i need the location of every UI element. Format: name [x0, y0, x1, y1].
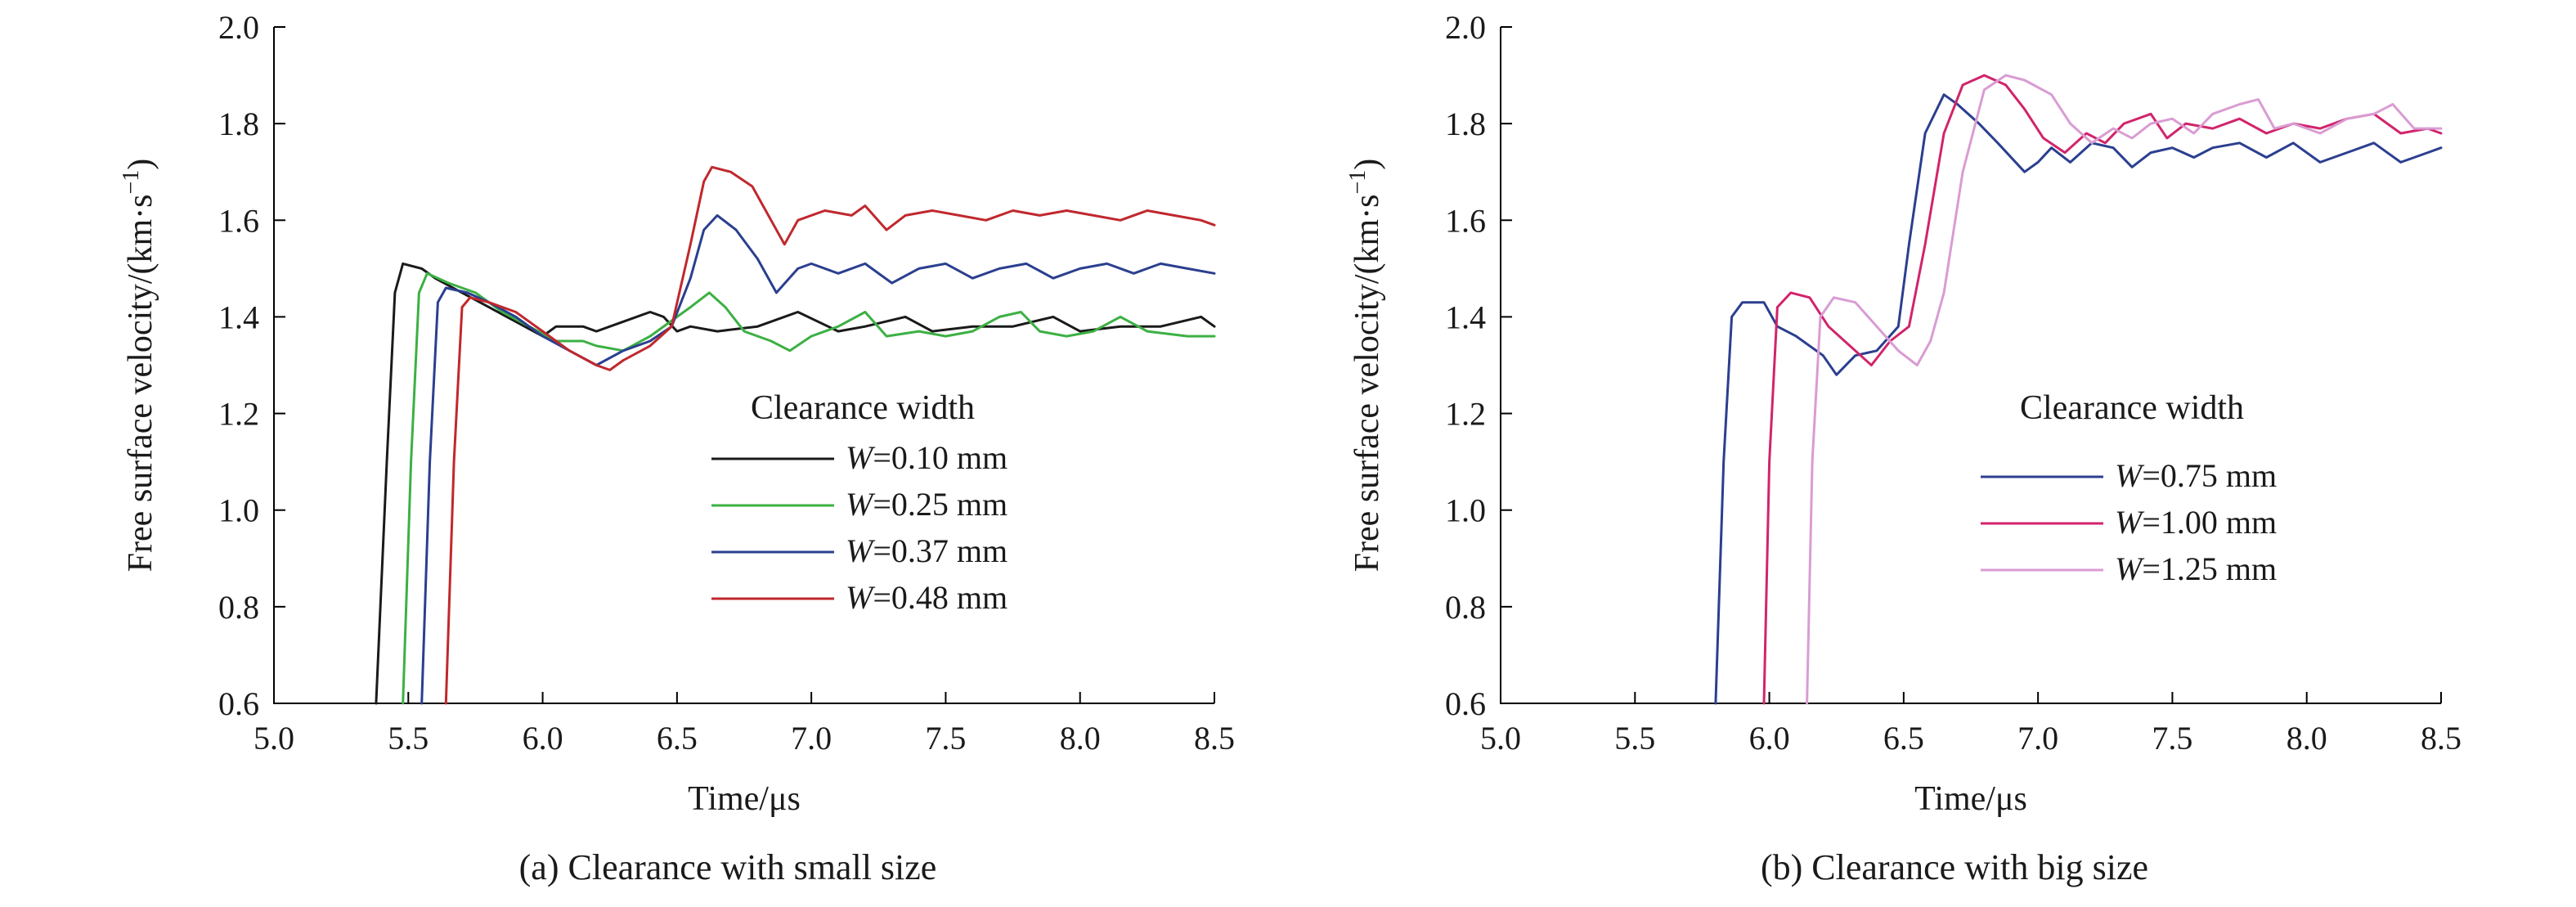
- chart-panel-b: 5.0 5.5 6.0 6.5 7.0 7.5 8.0 8.5 0.6 0.8 1.0 1.2 1.4 1…: [1345, 9, 2462, 887]
- y-tick-label: 1.2: [218, 396, 259, 433]
- x-tick-label: 5.5: [388, 720, 429, 757]
- y-axis-title-main: Free surface velocity/(km·s: [1349, 194, 1386, 572]
- series-line-4: [444, 165, 1216, 705]
- y-tick-label: 1.6: [218, 202, 259, 239]
- x-tick-label: 6.0: [523, 720, 563, 757]
- y-tick-label: 0.8: [218, 589, 259, 626]
- y-tick-label: 0.8: [1445, 589, 1486, 626]
- y-tick-label: 1.0: [1445, 492, 1486, 529]
- x-tick-label: 6.5: [657, 720, 698, 757]
- series-line-2: [1762, 74, 2443, 705]
- y-tick-label: 1.8: [218, 106, 259, 142]
- legend-value: =0.75 mm: [2142, 457, 2277, 494]
- legend-label: W=0.48 mm: [846, 579, 1008, 616]
- legend-variable: W: [846, 439, 876, 476]
- legend-variable: W: [846, 486, 876, 523]
- x-tick-label: 8.0: [2287, 720, 2327, 757]
- y-axis-title-main: Free surface velocity/(km·s: [122, 194, 159, 572]
- panel-caption: (a) Clearance with small size: [519, 847, 937, 887]
- legend-title: Clearance width: [751, 389, 975, 427]
- y-tick-label: 1.0: [218, 492, 259, 529]
- series-line-2: [402, 272, 1216, 705]
- y-axis-title-tail: ): [122, 159, 159, 170]
- legend-variable: W: [2115, 550, 2145, 587]
- x-tick-label: 8.5: [2421, 720, 2462, 757]
- legend-value: =1.25 mm: [2142, 550, 2277, 587]
- legend-variable: W: [2115, 504, 2145, 541]
- y-tick-label: 2.0: [1445, 9, 1486, 46]
- series-line-1: [375, 262, 1216, 705]
- y-tick-label: 1.2: [1445, 396, 1486, 433]
- legend-variable: W: [846, 579, 876, 616]
- axes-frame: [1500, 27, 2441, 704]
- legend-value: =1.00 mm: [2142, 504, 2277, 541]
- series-line-1: [1714, 93, 2443, 705]
- legend-label: W=0.75 mm: [2115, 457, 2277, 494]
- legend-value: =0.48 mm: [873, 579, 1008, 616]
- y-tick-label: 1.4: [218, 299, 259, 335]
- x-axis-title: Time/μs: [1914, 780, 2027, 818]
- x-tick-label: 8.0: [1060, 720, 1101, 757]
- y-tick-label: 1.8: [1445, 106, 1486, 142]
- y-tick-label: 0.6: [218, 685, 259, 722]
- x-tick-label: 5.0: [254, 720, 294, 757]
- y-axis-title: Free surface velocity/(km·s−1): [119, 159, 159, 572]
- legend-label: W=1.25 mm: [2115, 550, 2277, 587]
- legend-value: =0.25 mm: [873, 486, 1008, 523]
- x-tick-label: 8.5: [1194, 720, 1235, 757]
- panel-caption: (b) Clearance with big size: [1761, 847, 2148, 887]
- y-axis-title-superscript: −1: [119, 170, 144, 195]
- x-tick-label: 7.5: [2152, 720, 2192, 757]
- x-tick-label: 6.5: [1883, 720, 1924, 757]
- x-tick-label: 6.0: [1749, 720, 1790, 757]
- y-tick-label: 1.4: [1445, 299, 1486, 335]
- y-tick-label: 0.6: [1445, 685, 1486, 722]
- legend-value: =0.37 mm: [873, 532, 1008, 569]
- y-axis-title-superscript: −1: [1345, 170, 1371, 195]
- legend-variable: W: [2115, 457, 2145, 494]
- legend-title: Clearance width: [2020, 389, 2244, 427]
- y-tick-label: 1.6: [1445, 202, 1486, 239]
- chart-panel-a: 5.0 5.5 6.0 6.5 7.0 7.5 8.0 8.5 0.6 0.8 1.0 1.2 1.4 1…: [119, 9, 1235, 887]
- legend-label: W=1.00 mm: [2115, 504, 2277, 541]
- y-axis-title: Free surface velocity/(km·s−1): [1345, 159, 1386, 572]
- legend-value: =0.10 mm: [873, 439, 1008, 476]
- series-line-3: [1806, 74, 2443, 705]
- legend-label: W=0.25 mm: [846, 486, 1008, 523]
- legend-label: W=0.10 mm: [846, 439, 1008, 476]
- legend-label: W=0.37 mm: [846, 532, 1008, 569]
- series-line-3: [420, 213, 1216, 705]
- y-axis-title-tail: ): [1349, 159, 1386, 170]
- x-axis-title: Time/μs: [688, 780, 801, 818]
- legend-variable: W: [846, 532, 876, 569]
- x-tick-label: 5.5: [1614, 720, 1655, 757]
- x-tick-label: 5.0: [1480, 720, 1521, 757]
- x-tick-label: 7.5: [925, 720, 966, 757]
- x-tick-label: 7.0: [2017, 720, 2058, 757]
- y-tick-label: 2.0: [218, 9, 259, 46]
- x-tick-label: 7.0: [791, 720, 832, 757]
